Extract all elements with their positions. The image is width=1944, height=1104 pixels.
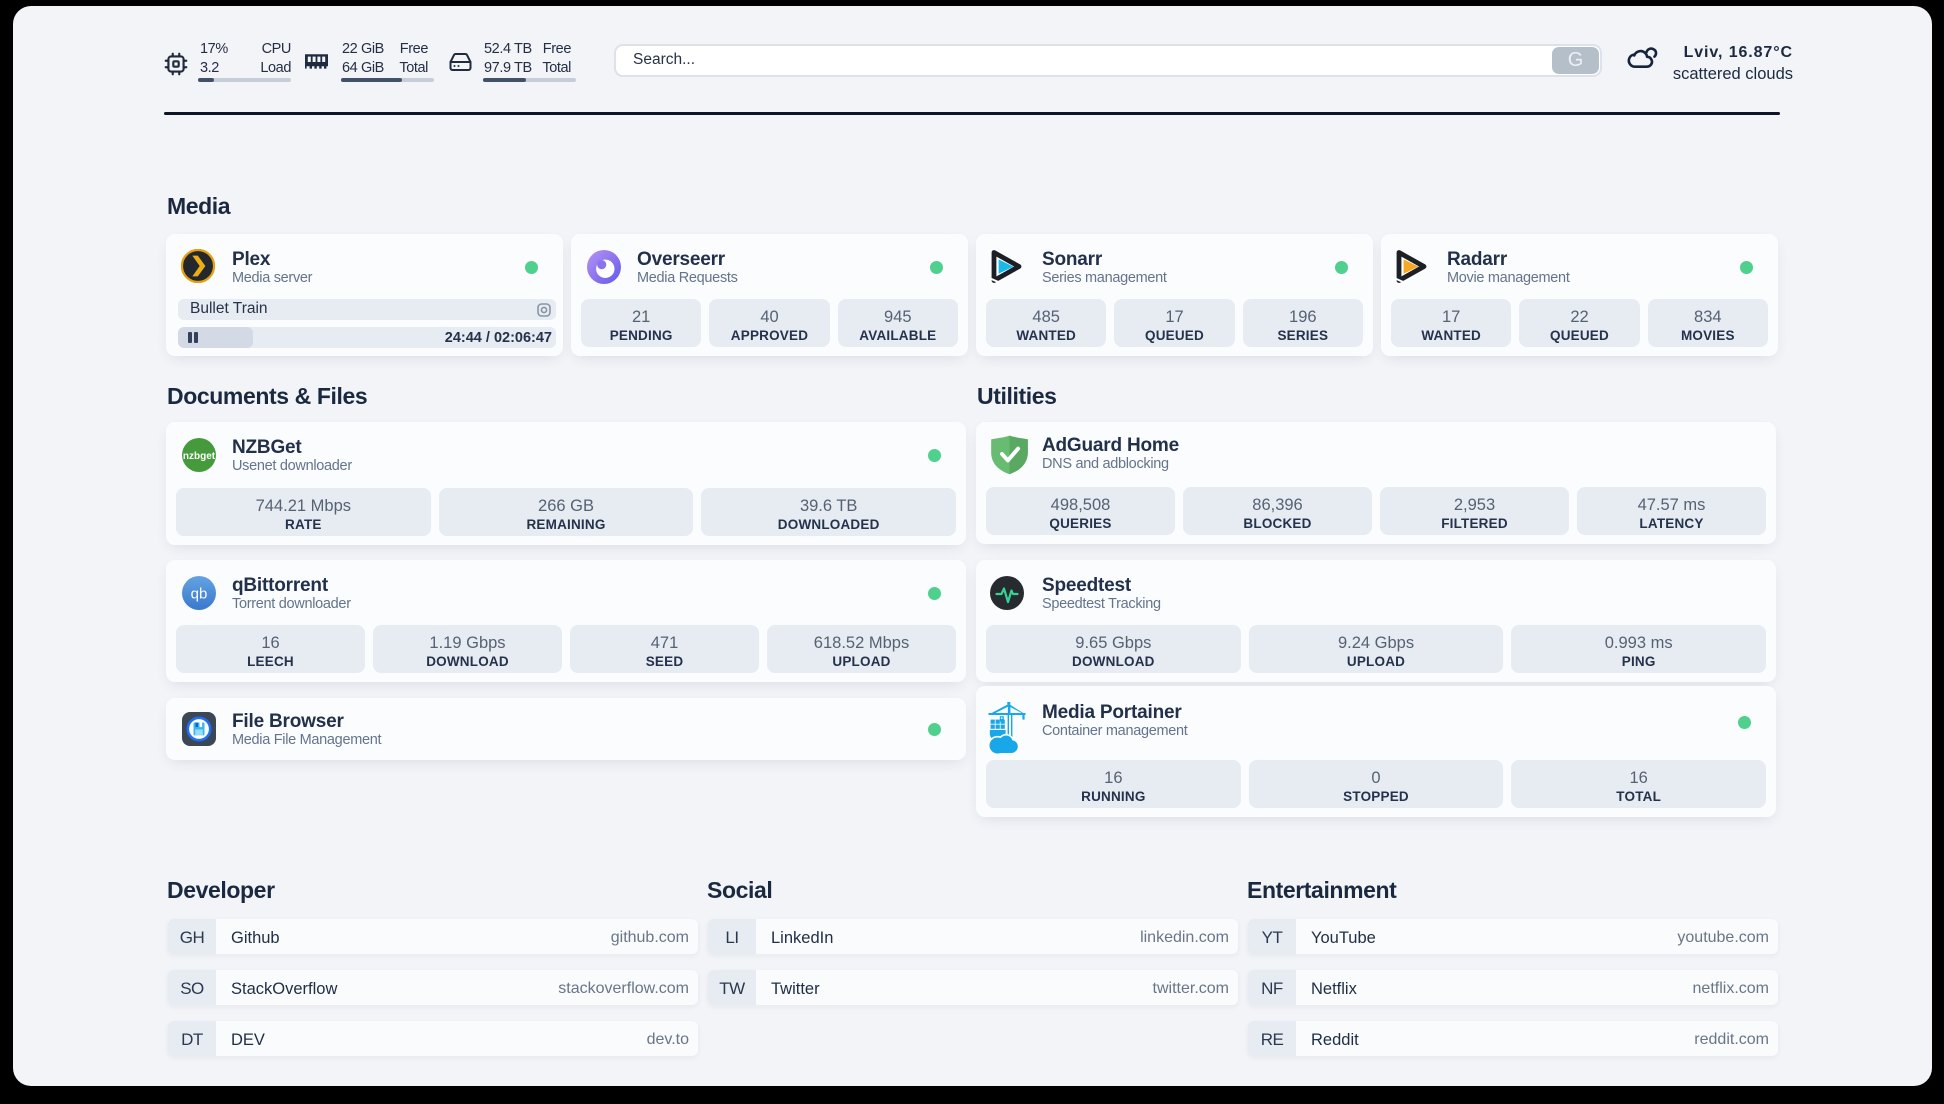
svg-text:qb: qb	[191, 586, 208, 603]
svg-text:nzbget: nzbget	[183, 451, 216, 462]
